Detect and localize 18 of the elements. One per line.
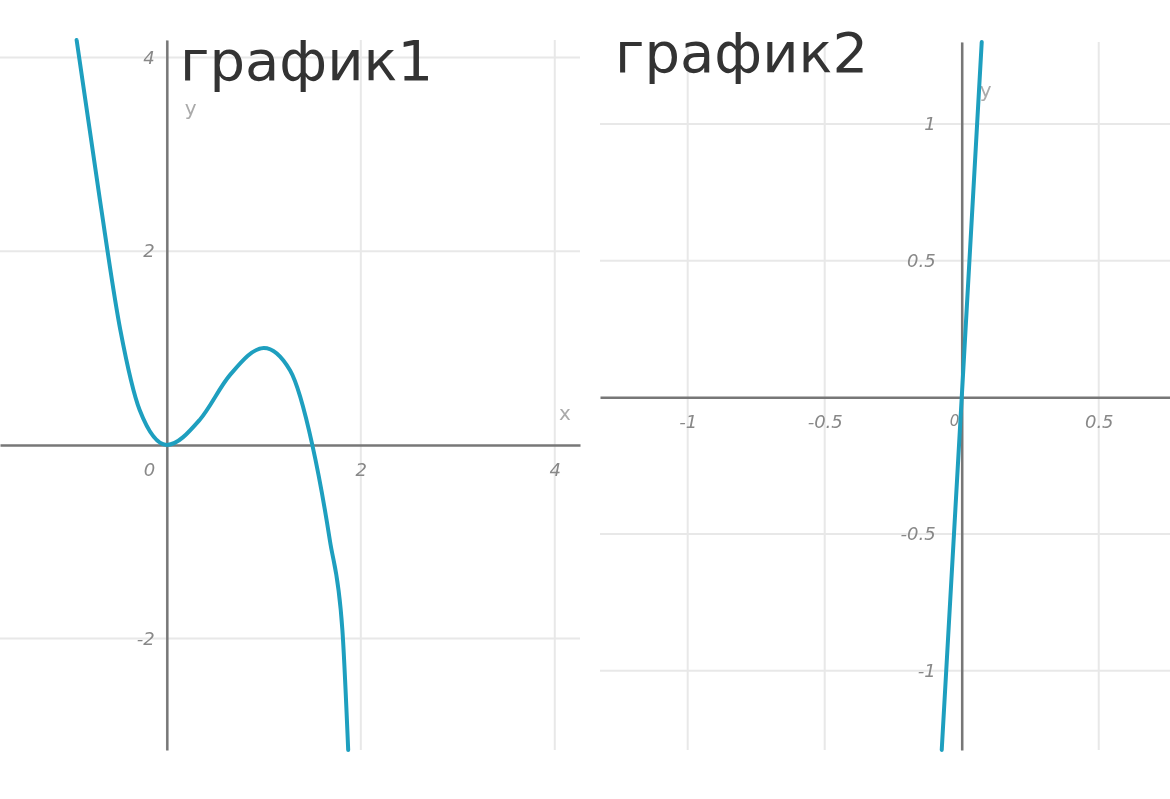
y-tick-label: 1 — [924, 113, 936, 135]
x-tick-label: -0.5 — [807, 411, 843, 433]
y-tick-label: -2 — [136, 627, 155, 649]
x-tick-label: 2 — [355, 458, 368, 480]
y-tick-label: 4 — [143, 46, 155, 68]
y-tick-label: 2 — [143, 240, 155, 262]
chart-title: график1 — [180, 28, 434, 93]
y-tick-label: 0.5 — [907, 249, 936, 271]
y-tick-label: -1 — [917, 659, 936, 681]
x-tick-label: 0 — [143, 458, 156, 480]
chart-title: график2 — [615, 20, 869, 85]
x-tick-label: -1 — [679, 411, 698, 433]
x-tick-label: 0.5 — [1084, 411, 1114, 433]
y-tick-label: -0.5 — [900, 523, 936, 545]
x-tick-label: 4 — [549, 458, 562, 480]
y-axis-title: y — [979, 78, 992, 102]
x-axis-title: x — [559, 400, 572, 425]
y-axis-title: y — [184, 96, 197, 120]
